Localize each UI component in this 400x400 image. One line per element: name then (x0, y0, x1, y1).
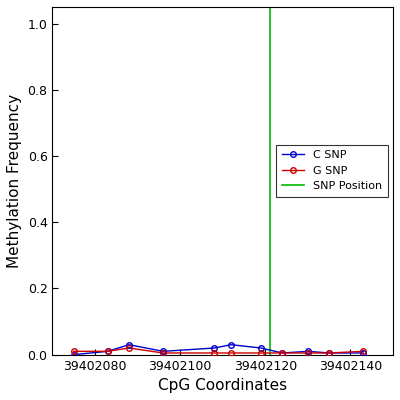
X-axis label: CpG Coordinates: CpG Coordinates (158, 378, 287, 393)
Legend: C SNP, G SNP, SNP Position: C SNP, G SNP, SNP Position (276, 145, 388, 197)
Y-axis label: Methylation Frequency: Methylation Frequency (7, 94, 22, 268)
